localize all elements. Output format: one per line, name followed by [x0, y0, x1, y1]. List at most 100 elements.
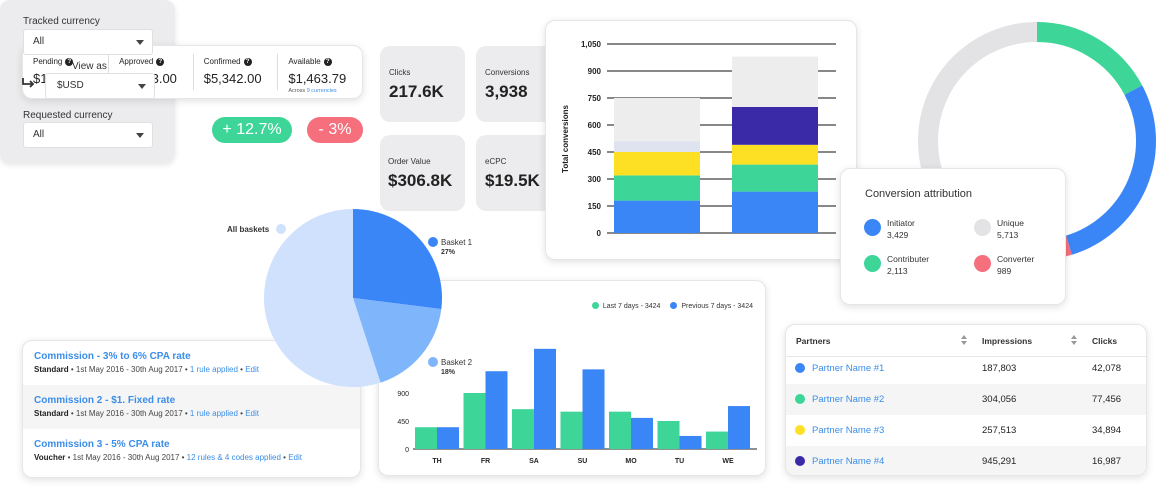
attribution-item-initiator: Initiator 3,429 — [864, 218, 915, 240]
stacked-bar-segment — [614, 152, 700, 176]
table-row[interactable]: Partner Name #3 257,513 34,894 — [786, 415, 1146, 446]
partner-color-dot — [795, 394, 805, 404]
table-row[interactable]: Partner Name #4 945,291 16,987 — [786, 446, 1146, 475]
commission-title[interactable]: Commission 3 - 5% CPA rate — [34, 439, 170, 450]
requested-currency-select[interactable]: All — [23, 122, 153, 148]
currencies-link[interactable]: 9 currencies — [306, 88, 337, 94]
select-value: All — [33, 36, 45, 47]
table-header: Partners Impressions Clicks — [786, 326, 1146, 357]
bar — [679, 435, 702, 449]
y-tick-label: 300 — [588, 175, 602, 184]
balance-value: $5,342.00 — [203, 71, 262, 86]
bar — [728, 406, 750, 449]
help-icon[interactable]: ? — [156, 57, 165, 66]
metric-value: 217.6K — [389, 82, 444, 101]
attribution-name: Contributer — [887, 254, 930, 264]
partners-table: Partners Impressions Clicks Partner Name… — [785, 324, 1147, 476]
pie-value-basket2: 18% — [441, 369, 456, 376]
column-header-clicks[interactable]: Clicks — [1092, 336, 1118, 346]
chevron-down-icon — [136, 40, 144, 45]
metric-value: 3,938 — [485, 82, 528, 101]
attribution-value: 2,113 — [887, 266, 908, 276]
bar — [582, 369, 605, 449]
table-row[interactable]: Partner Name #1 187,803 42,078 — [786, 353, 1146, 384]
help-icon[interactable]: ? — [243, 57, 252, 66]
bar — [560, 411, 583, 449]
balance-value: $1,463.79 — [288, 71, 347, 86]
bar — [631, 417, 653, 449]
legend-dot — [276, 224, 286, 234]
weekly-comparison-chart-card: Last 7 days - 3424 Previous 7 days - 342… — [378, 280, 766, 476]
pie-slice — [263, 209, 381, 387]
rules-link[interactable]: 1 rule applied — [189, 365, 238, 374]
column-header-partners[interactable]: Partners — [796, 336, 831, 346]
x-tick-label: SA — [529, 458, 539, 465]
pie-value-basket1: 27% — [441, 249, 456, 256]
clicks-value: 34,894 — [1092, 425, 1122, 436]
edit-link[interactable]: Edit — [245, 409, 259, 418]
commission-dates: • 1st May 2016 - 30th Aug 2017 • — [68, 365, 190, 374]
balance-label: Pending — [33, 57, 63, 66]
legend-label-previous: Previous 7 days - 3424 — [681, 303, 753, 310]
help-icon[interactable]: ? — [323, 57, 332, 66]
stacked-bar-segment — [732, 164, 818, 192]
impressions-value: 945,291 — [982, 456, 1017, 467]
partner-name[interactable]: Partner Name #2 — [812, 394, 885, 405]
y-tick-label: 900 — [397, 391, 409, 398]
sort-icon[interactable] — [961, 335, 967, 347]
legend-dot — [974, 219, 991, 236]
tracked-currency-select[interactable]: All — [23, 29, 153, 55]
commission-dates: • 1st May 2016 - 30th Aug 2017 • — [68, 409, 190, 418]
commission-title[interactable]: Commission 2 - $1. Fixed rate — [34, 395, 176, 406]
view-as-select[interactable]: $USD — [45, 73, 155, 99]
attribution-value: 3,429 — [887, 230, 909, 240]
bar — [609, 411, 631, 449]
partner-color-dot — [795, 456, 805, 466]
x-tick-label: SU — [578, 458, 588, 465]
y-tick-label: 750 — [588, 94, 602, 103]
view-as-label: View as — [72, 61, 107, 72]
currency-settings-panel: Tracked currency All View as $USD Reques… — [0, 0, 175, 163]
total-conversions-chart-card: 0 150 300 450 600 750 900 1,050 Total conversion… — [545, 20, 857, 260]
bar — [485, 371, 508, 449]
change-up-badge: + 12.7% — [212, 117, 292, 143]
rules-link[interactable]: 12 rules & 4 codes applied — [186, 453, 281, 462]
rules-link[interactable]: 1 rule applied — [189, 409, 238, 418]
stacked-bar-segment — [732, 56, 818, 107]
x-tick-label: FR — [481, 458, 490, 465]
balance-label: Confirmed — [203, 57, 241, 66]
edit-link[interactable]: Edit — [288, 453, 302, 462]
column-header-impressions[interactable]: Impressions — [982, 336, 1033, 346]
partner-name[interactable]: Partner Name #3 — [812, 425, 885, 436]
chevron-down-icon — [136, 133, 144, 138]
commission-type: Voucher — [34, 453, 66, 462]
y-axis-label: Total conversions — [561, 105, 570, 173]
partner-name[interactable]: Partner Name #1 — [812, 363, 885, 374]
clicks-value: 77,456 — [1092, 394, 1122, 405]
sort-icon[interactable] — [1071, 335, 1077, 347]
stacked-bar-segment — [732, 144, 818, 165]
impressions-value: 257,513 — [982, 425, 1017, 436]
donut-segment — [1065, 85, 1156, 255]
partner-name[interactable]: Partner Name #4 — [812, 456, 885, 467]
metric-label: eCPC — [485, 157, 507, 166]
y-tick-label: 450 — [397, 419, 409, 426]
stacked-bar-segment — [732, 191, 818, 233]
metric-value: $19.5K — [485, 171, 540, 190]
subdirectory-arrow-icon — [22, 78, 35, 88]
donut-segment — [1036, 22, 1143, 95]
stacked-bar-segment — [614, 98, 700, 142]
stacked-bar-segment — [732, 107, 818, 145]
attribution-value: 989 — [997, 266, 1012, 276]
edit-link[interactable]: Edit — [245, 365, 259, 374]
commission-title[interactable]: Commission - 3% to 6% CPA rate — [34, 351, 191, 362]
metric-label: Conversions — [485, 68, 530, 77]
metric-label: Clicks — [389, 68, 411, 77]
metric-order-value: Order Value $306.8K — [380, 135, 465, 211]
bar — [534, 348, 556, 449]
help-icon[interactable]: ? — [65, 57, 74, 66]
select-value: All — [33, 129, 45, 140]
table-row[interactable]: Partner Name #2 304,056 77,456 — [786, 384, 1146, 415]
metric-conversions: Conversions 3,938 — [476, 46, 556, 122]
bar — [657, 421, 680, 449]
